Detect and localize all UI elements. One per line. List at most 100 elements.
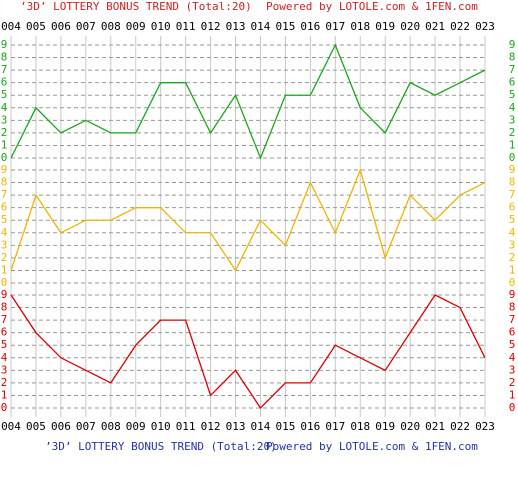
y-tick-label: 0 (509, 151, 516, 164)
y-tick-label: 7 (509, 313, 516, 326)
x-tick-label: 007 (76, 20, 96, 33)
y-tick-label: 6 (509, 76, 516, 89)
x-tick-label: 023 (475, 20, 495, 33)
x-tick-label: 019 (375, 20, 395, 33)
x-tick-label: 004 (1, 20, 21, 33)
y-tick-label: 2 (1, 376, 8, 389)
y-tick-label: 3 (1, 363, 8, 376)
x-tick-label: 005 (26, 420, 46, 433)
y-tick-label: 4 (509, 101, 516, 114)
y-tick-label: 1 (509, 263, 516, 276)
x-tick-label: 011 (176, 20, 196, 33)
y-tick-label: 2 (509, 251, 516, 264)
x-tick-label: 020 (400, 420, 420, 433)
y-tick-label: 8 (509, 176, 516, 189)
y-tick-label: 7 (1, 188, 8, 201)
y-tick-label: 6 (509, 326, 516, 339)
y-tick-label: 4 (1, 351, 8, 364)
x-tick-label: 022 (450, 420, 470, 433)
x-tick-label: 023 (475, 420, 495, 433)
x-tick-label: 014 (251, 20, 271, 33)
y-tick-label: 3 (509, 113, 516, 126)
y-tick-label: 3 (509, 238, 516, 251)
y-tick-label: 9 (509, 163, 516, 176)
y-tick-label: 8 (509, 301, 516, 314)
y-tick-label: 5 (1, 213, 8, 226)
x-tick-label: 019 (375, 420, 395, 433)
y-tick-label: 6 (1, 326, 8, 339)
y-tick-label: 3 (509, 363, 516, 376)
x-tick-label: 013 (226, 20, 246, 33)
series-line (10, 167, 486, 272)
x-tick-label: 008 (101, 420, 121, 433)
y-tick-label: 2 (1, 251, 8, 264)
x-tick-label: 006 (51, 20, 71, 33)
series-line (10, 294, 486, 410)
y-tick-label: 5 (1, 88, 8, 101)
y-tick-label: 6 (1, 201, 8, 214)
footer-title: ’3D’ LOTTERY BONUS TREND (Total:20) (45, 440, 277, 453)
y-tick-label: 1 (509, 138, 516, 151)
x-tick-label: 022 (450, 20, 470, 33)
footer-credit: Powered by LOTOLE.com & 1FEN.com (266, 440, 478, 453)
y-tick-label: 8 (1, 51, 8, 64)
x-tick-label: 016 (300, 20, 320, 33)
y-tick-label: 3 (1, 113, 8, 126)
y-tick-label: 7 (509, 63, 516, 76)
x-tick-label: 017 (325, 420, 345, 433)
x-tick-label: 012 (201, 420, 221, 433)
y-tick-label: 5 (509, 338, 516, 351)
chart-credit: Powered by LOTOLE.com & 1FEN.com (266, 0, 478, 13)
x-tick-label: 018 (350, 20, 370, 33)
y-tick-label: 6 (1, 76, 8, 89)
x-tick-label: 009 (126, 20, 146, 33)
y-tick-label: 3 (1, 238, 8, 251)
x-tick-label: 011 (176, 420, 196, 433)
y-tick-label: 5 (509, 213, 516, 226)
y-tick-label: 0 (509, 401, 516, 414)
y-tick-label: 0 (1, 276, 8, 289)
y-tick-label: 0 (1, 401, 8, 414)
x-tick-label: 006 (51, 420, 71, 433)
x-tick-label: 018 (350, 420, 370, 433)
y-tick-label: 4 (509, 226, 516, 239)
x-tick-label: 005 (26, 20, 46, 33)
y-tick-label: 4 (1, 101, 8, 114)
y-tick-label: 8 (1, 176, 8, 189)
x-tick-label: 021 (425, 420, 445, 433)
y-tick-label: 1 (1, 388, 8, 401)
chart-title: ’3D’ LOTTERY BONUS TREND (Total:20) (20, 0, 252, 13)
y-tick-label: 7 (1, 313, 8, 326)
x-tick-label: 015 (275, 20, 295, 33)
x-tick-label: 021 (425, 20, 445, 33)
x-tick-label: 020 (400, 20, 420, 33)
x-tick-label: 012 (201, 20, 221, 33)
y-tick-label: 2 (509, 126, 516, 139)
y-tick-label: 6 (509, 201, 516, 214)
y-tick-label: 2 (509, 376, 516, 389)
x-tick-label: 007 (76, 420, 96, 433)
y-tick-label: 0 (509, 276, 516, 289)
x-tick-label: 010 (151, 420, 171, 433)
y-tick-label: 1 (509, 388, 516, 401)
y-tick-label: 1 (1, 263, 8, 276)
x-tick-label: 015 (275, 420, 295, 433)
y-tick-label: 5 (1, 338, 8, 351)
x-tick-label: 014 (251, 420, 271, 433)
y-tick-label: 8 (509, 51, 516, 64)
series-line (10, 43, 486, 160)
x-tick-label: 017 (325, 20, 345, 33)
y-tick-label: 7 (509, 188, 516, 201)
y-tick-label: 1 (1, 138, 8, 151)
y-tick-label: 4 (509, 351, 516, 364)
y-tick-label: 2 (1, 126, 8, 139)
y-tick-label: 8 (1, 301, 8, 314)
y-tick-label: 9 (1, 38, 8, 51)
y-tick-label: 0 (1, 151, 8, 164)
y-tick-label: 9 (509, 288, 516, 301)
y-tick-label: 9 (509, 38, 516, 51)
y-tick-label: 5 (509, 88, 516, 101)
x-tick-label: 016 (300, 420, 320, 433)
y-tick-label: 9 (1, 163, 8, 176)
